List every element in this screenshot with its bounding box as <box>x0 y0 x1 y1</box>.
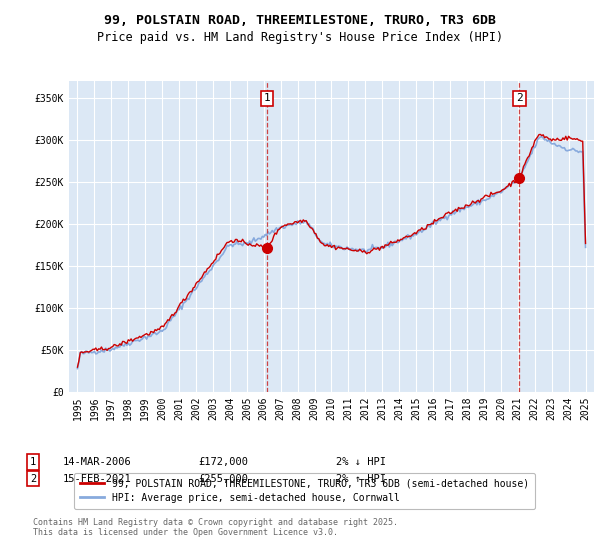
Text: Price paid vs. HM Land Registry's House Price Index (HPI): Price paid vs. HM Land Registry's House … <box>97 31 503 44</box>
Text: 2: 2 <box>516 94 523 103</box>
Text: 15-FEB-2021: 15-FEB-2021 <box>63 474 132 484</box>
Text: Contains HM Land Registry data © Crown copyright and database right 2025.
This d: Contains HM Land Registry data © Crown c… <box>33 518 398 538</box>
Text: £172,000: £172,000 <box>198 457 248 467</box>
Text: 1: 1 <box>264 94 271 103</box>
Text: 1: 1 <box>30 457 36 467</box>
Text: 14-MAR-2006: 14-MAR-2006 <box>63 457 132 467</box>
Text: 2% ↑ HPI: 2% ↑ HPI <box>336 474 386 484</box>
Text: 99, POLSTAIN ROAD, THREEMILESTONE, TRURO, TR3 6DB: 99, POLSTAIN ROAD, THREEMILESTONE, TRURO… <box>104 14 496 27</box>
Text: 2: 2 <box>30 474 36 484</box>
Text: £255,000: £255,000 <box>198 474 248 484</box>
Legend: 99, POLSTAIN ROAD, THREEMILESTONE, TRURO, TR3 6DB (semi-detached house), HPI: Av: 99, POLSTAIN ROAD, THREEMILESTONE, TRURO… <box>74 473 535 508</box>
Text: 2% ↓ HPI: 2% ↓ HPI <box>336 457 386 467</box>
